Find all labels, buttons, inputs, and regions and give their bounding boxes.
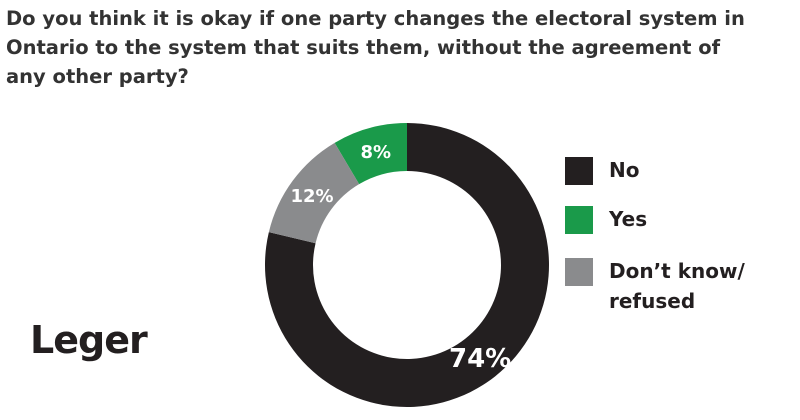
legend-swatch: [565, 157, 593, 185]
legend-swatch: [565, 258, 593, 286]
donut-slice: [268, 142, 360, 244]
legend-label: Don’t know/ refused: [609, 259, 745, 313]
data-label: 8%: [361, 142, 392, 163]
legend-label: No: [609, 158, 640, 182]
legend-item: Don’t know/ refused: [565, 258, 749, 316]
legend-item: Yes: [565, 206, 749, 234]
chart-title: Do you think it is okay if one party cha…: [6, 7, 745, 88]
center-label: 74%: [333, 226, 481, 299]
data-label: 12%: [290, 186, 333, 207]
donut-slice: [334, 123, 407, 185]
legend-label: Yes: [609, 207, 648, 231]
legend-swatch: [565, 206, 593, 234]
logo: Leger: [30, 318, 148, 362]
legend-item: No: [565, 157, 749, 185]
data-label: 74%: [449, 344, 511, 374]
donut-slice: [265, 123, 549, 407]
